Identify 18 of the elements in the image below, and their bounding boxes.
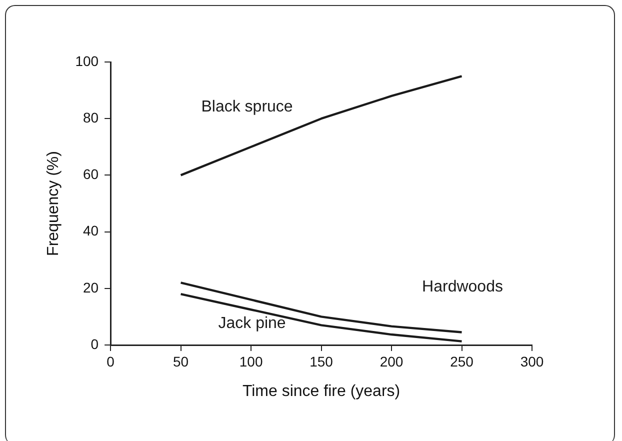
y-tick-label: 60 — [82, 166, 99, 182]
x-tick-label: 250 — [450, 353, 474, 370]
y-axis-title: Frequency (%) — [45, 151, 62, 256]
x-tick-label: 0 — [106, 353, 115, 370]
text: Hardwoods — [422, 278, 503, 296]
x-tick-label: 200 — [380, 353, 404, 370]
x-tick-label: 50 — [173, 353, 189, 370]
x-axis-title: Time since fire (years) — [242, 382, 400, 400]
x-tick-label: 100 — [239, 353, 263, 370]
series-label: Jack pine — [218, 315, 286, 332]
y-tick-label: 80 — [82, 109, 99, 126]
x-tick-label: 150 — [310, 353, 334, 370]
y-tick-label: 100 — [75, 52, 99, 69]
series-label: Black spruce — [201, 98, 293, 116]
y-tick-label: 20 — [82, 279, 99, 296]
y-tick-label: 40 — [82, 222, 99, 239]
x-tick-label: 300 — [520, 353, 544, 370]
y-tick-label: 0 — [90, 336, 99, 352]
